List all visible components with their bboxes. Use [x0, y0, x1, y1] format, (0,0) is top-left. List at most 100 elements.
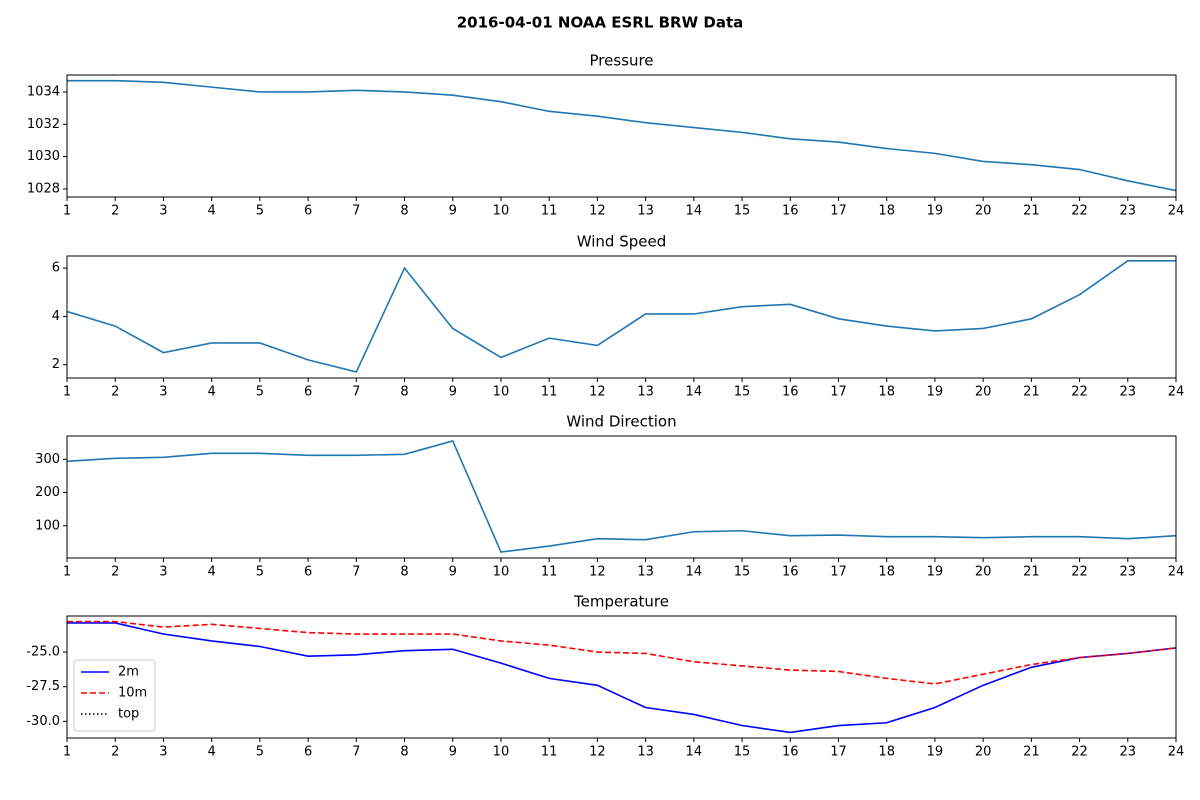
x-tick-label: 6	[304, 565, 312, 580]
y-tick-label: 1028	[27, 181, 60, 196]
x-tick-label: 1	[63, 204, 71, 219]
x-tick-label: 9	[449, 565, 457, 580]
x-tick-label: 21	[1023, 565, 1040, 580]
x-tick-label: 9	[449, 745, 457, 760]
y-tick-label: 200	[35, 485, 60, 500]
x-tick-label: 7	[352, 745, 360, 760]
legend-label: top	[118, 707, 139, 722]
x-tick-label: 19	[927, 204, 944, 219]
x-tick-label: 10	[493, 204, 510, 219]
x-tick-label: 2	[111, 385, 119, 400]
x-tick-label: 23	[1120, 385, 1137, 400]
x-tick-label: 5	[256, 565, 264, 580]
x-tick-label: 15	[734, 385, 751, 400]
x-tick-label: 8	[400, 745, 408, 760]
x-tick-label: 13	[637, 385, 654, 400]
x-tick-label: 21	[1023, 204, 1040, 219]
plot-area	[67, 440, 1176, 553]
x-tick-label: 16	[782, 565, 799, 580]
x-tick-label: 14	[686, 745, 703, 760]
legend-label: 2m	[118, 665, 139, 680]
x-tick-label: 19	[927, 745, 944, 760]
y-tick-label: 1034	[27, 84, 60, 99]
x-tick-label: 1	[63, 385, 71, 400]
x-tick-label: 10	[493, 385, 510, 400]
x-tick-label: 18	[878, 745, 895, 760]
y-tick-label: 1030	[27, 149, 60, 164]
x-tick-label: 11	[541, 565, 558, 580]
x-tick-label: 2	[111, 565, 119, 580]
x-tick-label: 6	[304, 204, 312, 219]
x-tick-label: 1	[63, 745, 71, 760]
x-tick-label: 17	[830, 204, 847, 219]
x-tick-label: 16	[782, 745, 799, 760]
x-tick-label: 13	[637, 565, 654, 580]
x-tick-label: 12	[589, 745, 606, 760]
x-tick-label: 3	[159, 745, 167, 760]
x-tick-label: 4	[208, 204, 216, 219]
x-tick-label: 23	[1120, 204, 1137, 219]
x-tick-label: 18	[878, 565, 895, 580]
x-tick-label: 12	[589, 385, 606, 400]
x-tick-label: 17	[830, 745, 847, 760]
x-tick-label: 23	[1120, 565, 1137, 580]
data-line	[67, 260, 1176, 373]
x-tick-label: 11	[541, 385, 558, 400]
data-line	[67, 79, 1176, 192]
x-tick-label: 9	[449, 385, 457, 400]
x-tick-label: 15	[734, 204, 751, 219]
x-tick-label: 8	[400, 565, 408, 580]
x-tick-label: 8	[400, 385, 408, 400]
data-line	[67, 440, 1176, 553]
x-tick-label: 21	[1023, 385, 1040, 400]
x-tick-label: 23	[1120, 745, 1137, 760]
y-tick-label: -25.0	[26, 645, 60, 660]
x-tick-label: 13	[637, 745, 654, 760]
x-tick-label: 14	[686, 385, 703, 400]
x-tick-label: 8	[400, 204, 408, 219]
x-tick-label: 19	[927, 565, 944, 580]
x-tick-label: 22	[1071, 745, 1088, 760]
x-tick-label: 24	[1168, 204, 1185, 219]
plot-area	[67, 260, 1176, 373]
x-tick-label: 5	[256, 204, 264, 219]
y-tick-label: 100	[35, 518, 60, 533]
data-line	[67, 620, 1176, 685]
x-tick-label: 11	[541, 204, 558, 219]
x-tick-label: 20	[975, 745, 992, 760]
x-tick-label: 6	[304, 385, 312, 400]
x-tick-label: 3	[159, 385, 167, 400]
y-tick-label: -30.0	[26, 714, 60, 729]
x-tick-label: 4	[208, 565, 216, 580]
y-tick-label: -27.5	[26, 679, 60, 694]
x-tick-label: 18	[878, 385, 895, 400]
y-tick-label: 300	[35, 452, 60, 467]
x-tick-label: 10	[493, 745, 510, 760]
axes-frame	[66, 435, 1177, 559]
axes-frame	[66, 615, 1177, 739]
subplot-title: Wind Direction	[566, 413, 676, 431]
x-tick-label: 15	[734, 565, 751, 580]
x-tick-label: 22	[1071, 385, 1088, 400]
x-tick-label: 24	[1168, 385, 1185, 400]
x-tick-label: 16	[782, 204, 799, 219]
x-tick-label: 2	[111, 745, 119, 760]
x-tick-label: 3	[159, 204, 167, 219]
x-tick-label: 7	[352, 385, 360, 400]
x-tick-label: 3	[159, 565, 167, 580]
axes-frame	[66, 74, 1177, 198]
plot-area	[67, 79, 1176, 192]
x-tick-label: 18	[878, 204, 895, 219]
x-tick-label: 21	[1023, 745, 1040, 760]
x-tick-label: 1	[63, 565, 71, 580]
legend-label: 10m	[118, 686, 147, 701]
x-tick-label: 12	[589, 204, 606, 219]
x-tick-label: 10	[493, 565, 510, 580]
figure-title: 2016-04-01 NOAA ESRL BRW Data	[457, 14, 744, 32]
x-tick-label: 13	[637, 204, 654, 219]
y-tick-label: 6	[52, 261, 60, 276]
x-tick-label: 22	[1071, 565, 1088, 580]
x-tick-label: 17	[830, 385, 847, 400]
